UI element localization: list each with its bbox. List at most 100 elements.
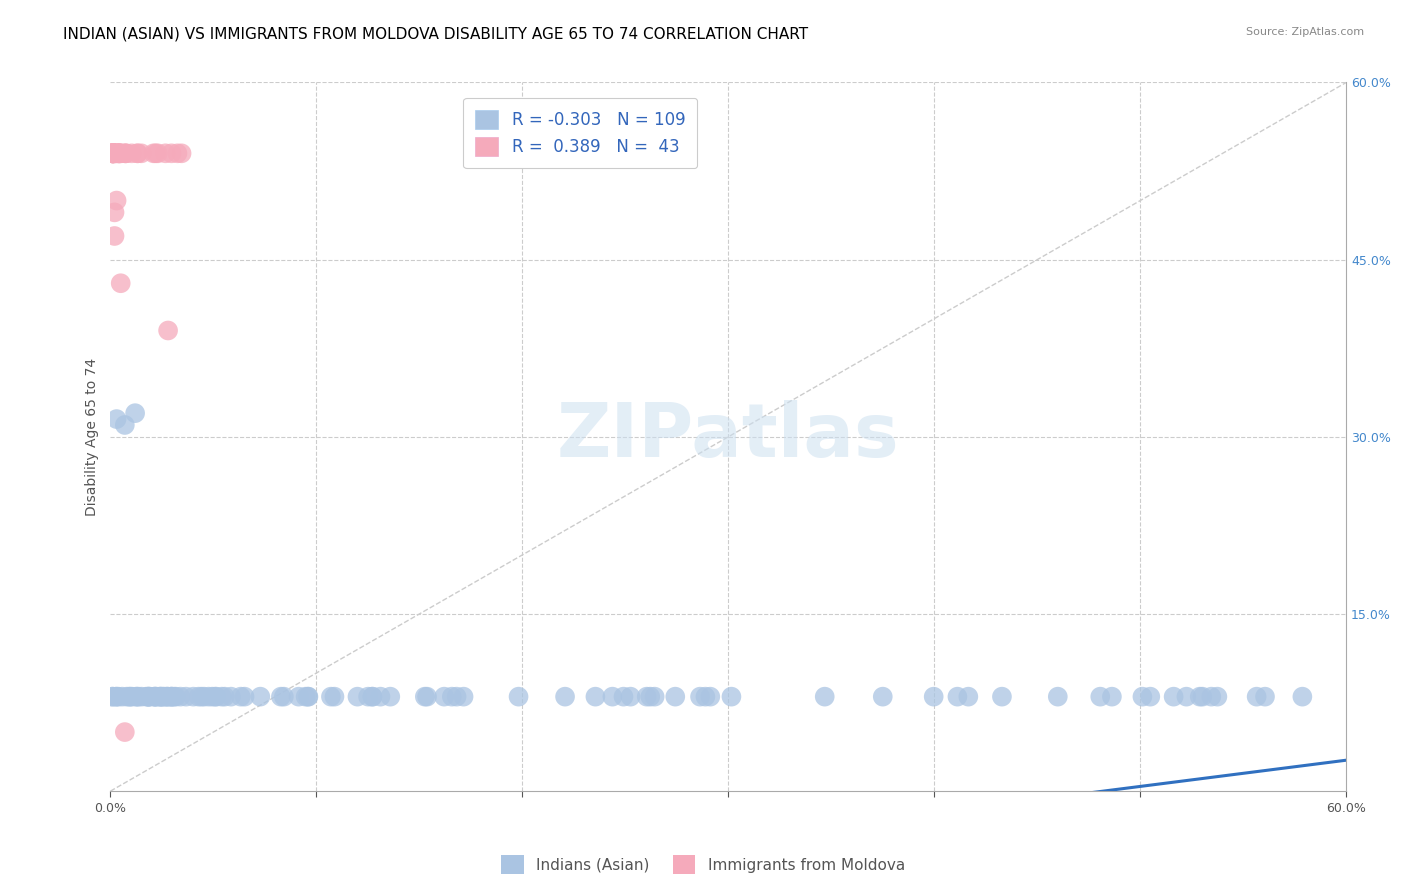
Point — [150, 690, 173, 704]
Point — [357, 690, 380, 704]
Point — [583, 690, 606, 704]
Point — [204, 690, 226, 704]
Point — [114, 146, 136, 161]
Point — [270, 690, 292, 704]
Point — [229, 690, 252, 704]
Point — [619, 690, 641, 704]
Point — [114, 146, 136, 161]
Point — [638, 690, 661, 704]
Point — [101, 146, 124, 161]
Point — [508, 690, 530, 704]
Point — [165, 690, 187, 704]
Point — [187, 690, 209, 704]
Point — [380, 690, 402, 704]
Point — [103, 146, 125, 161]
Point — [160, 146, 183, 161]
Point — [205, 690, 228, 704]
Text: ZIPatlas: ZIPatlas — [557, 401, 900, 474]
Point — [699, 690, 721, 704]
Point — [1101, 690, 1123, 704]
Point — [105, 146, 128, 161]
Point — [720, 690, 742, 704]
Text: Source: ZipAtlas.com: Source: ZipAtlas.com — [1246, 27, 1364, 37]
Point — [110, 146, 132, 161]
Point — [101, 690, 124, 704]
Point — [101, 146, 124, 161]
Point — [146, 146, 169, 161]
Point — [1191, 690, 1213, 704]
Point — [174, 690, 197, 704]
Point — [346, 690, 368, 704]
Point — [127, 146, 149, 161]
Point — [602, 690, 624, 704]
Point — [105, 690, 128, 704]
Point — [101, 146, 124, 161]
Point — [1046, 690, 1069, 704]
Point — [201, 690, 224, 704]
Point — [1132, 690, 1154, 704]
Point — [127, 690, 149, 704]
Point — [163, 690, 186, 704]
Legend: Indians (Asian), Immigrants from Moldova: Indians (Asian), Immigrants from Moldova — [495, 849, 911, 880]
Point — [664, 690, 686, 704]
Point — [991, 690, 1014, 704]
Point — [922, 690, 945, 704]
Point — [114, 725, 136, 739]
Point — [361, 690, 384, 704]
Point — [101, 146, 124, 161]
Point — [103, 205, 125, 219]
Point — [1201, 690, 1223, 704]
Point — [150, 690, 173, 704]
Point — [108, 146, 131, 161]
Point — [453, 690, 475, 704]
Point — [1175, 690, 1198, 704]
Point — [416, 690, 439, 704]
Point — [135, 690, 157, 704]
Point — [114, 417, 136, 432]
Point — [1246, 690, 1268, 704]
Point — [689, 690, 711, 704]
Point — [157, 324, 180, 338]
Point — [160, 690, 183, 704]
Point — [103, 146, 125, 161]
Point — [101, 146, 124, 161]
Point — [319, 690, 342, 704]
Point — [101, 146, 124, 161]
Point — [107, 146, 129, 161]
Point — [115, 146, 138, 161]
Point — [946, 690, 969, 704]
Point — [101, 146, 124, 161]
Point — [149, 690, 172, 704]
Point — [143, 690, 166, 704]
Point — [120, 690, 142, 704]
Point — [125, 690, 148, 704]
Point — [554, 690, 576, 704]
Point — [160, 690, 183, 704]
Point — [118, 690, 141, 704]
Point — [1206, 690, 1229, 704]
Point — [145, 146, 167, 161]
Point — [105, 690, 128, 704]
Point — [156, 690, 179, 704]
Point — [103, 146, 125, 161]
Point — [233, 690, 256, 704]
Point — [297, 690, 319, 704]
Point — [814, 690, 837, 704]
Point — [153, 690, 176, 704]
Point — [323, 690, 346, 704]
Point — [1291, 690, 1313, 704]
Point — [190, 690, 212, 704]
Point — [695, 690, 717, 704]
Point — [197, 690, 219, 704]
Point — [433, 690, 456, 704]
Point — [149, 690, 172, 704]
Point — [612, 690, 634, 704]
Point — [101, 690, 124, 704]
Point — [107, 690, 129, 704]
Point — [124, 406, 146, 420]
Y-axis label: Disability Age 65 to 74: Disability Age 65 to 74 — [86, 358, 100, 516]
Point — [294, 690, 316, 704]
Point — [107, 146, 129, 161]
Point — [219, 690, 242, 704]
Point — [957, 690, 980, 704]
